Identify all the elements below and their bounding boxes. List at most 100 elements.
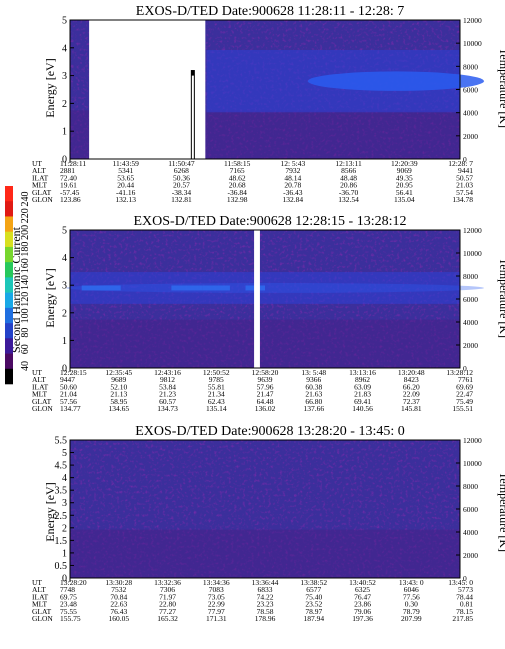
y2-tick-label: 12000 (463, 436, 482, 445)
orbit-value: 12:28:15 (60, 368, 87, 377)
orbit-value: 8423 (404, 375, 419, 384)
orbit-value: 9069 (397, 166, 412, 175)
orbit-row-label: MLT (32, 181, 48, 190)
orbit-value: 207.99 (401, 614, 422, 623)
orbit-value: 76.47 (354, 592, 371, 601)
orbit-value: 20.95 (396, 181, 413, 190)
orbit-value: 7748 (60, 585, 75, 594)
y-tick-label: 5 (62, 16, 67, 27)
spectrogram-panel-1: EXOS-D/TED Date:900628 11:28:11 - 12:28:… (32, 4, 505, 204)
orbit-value: 52.10 (110, 382, 127, 391)
colorbar-block (5, 246, 13, 263)
y-axis-label: Energy [eV] (43, 58, 57, 117)
y-tick-label: 1 (62, 548, 67, 559)
orbit-value: 22.47 (456, 390, 473, 399)
colorbar-tick-label: 40 (20, 361, 31, 371)
orbit-value: 6046 (404, 585, 419, 594)
orbit-value: 76.43 (110, 607, 127, 616)
y-tick-labels: 0 1 2 3 4 5 (62, 226, 74, 375)
orbit-row-label: ILAT (32, 173, 49, 182)
orbit-value: 21.47 (257, 390, 274, 399)
orbit-value: 20.68 (229, 181, 246, 190)
y2-tick-label: 8000 (463, 482, 478, 491)
orbit-value: 21.63 (305, 390, 322, 399)
y-tick-label: 2 (62, 308, 67, 319)
y-tick-label: 2 (62, 523, 67, 534)
orbit-value: 8962 (355, 375, 370, 384)
orbit-value: 74.22 (257, 592, 274, 601)
orbit-value: 73.05 (208, 592, 225, 601)
orbit-value: 22.80 (159, 600, 176, 609)
colorbar: Second Harmonic Current 4060801001201401… (5, 186, 31, 385)
orbit-value: 12:20:39 (391, 159, 418, 168)
orbit-value: 137.66 (303, 404, 324, 413)
orbit-value: 155.75 (60, 614, 81, 623)
data-gap (254, 230, 260, 368)
orbit-value: 155.51 (452, 404, 473, 413)
y2-tick-label: 8000 (463, 62, 478, 71)
orbit-value: 56.41 (396, 188, 413, 197)
orbit-value: 13:28:12 (446, 368, 473, 377)
orbit-table: UTALTILATMLTGLATGLON13:28:20774869.7523.… (32, 578, 473, 623)
colorbar-tick-label: 220 (20, 208, 31, 223)
orbit-value: 23.86 (354, 600, 371, 609)
colorbar-block (5, 292, 13, 309)
colorbar-tick-label: 100 (20, 308, 31, 323)
orbit-value: 49.35 (396, 173, 413, 182)
orbit-value: 135.04 (394, 195, 415, 204)
orbit-value: 13:28:20 (60, 578, 87, 587)
orbit-value: 23.52 (305, 600, 322, 609)
y2-tick-label: 0 (463, 155, 467, 164)
orbit-value: 78.58 (257, 607, 274, 616)
y2-tick-label: 12000 (463, 16, 482, 25)
data-gap (89, 20, 206, 159)
orbit-value: 13:32:36 (154, 578, 181, 587)
y-tick-label: 0 (62, 155, 67, 166)
orbit-value: 57.56 (60, 397, 77, 406)
orbit-value: 9441 (458, 166, 473, 175)
orbit-value: 60.57 (159, 397, 176, 406)
orbit-row-label: UT (32, 578, 42, 587)
orbit-value: 13:34:36 (203, 578, 230, 587)
orbit-value: 63.09 (354, 382, 371, 391)
orbit-value: 7165 (230, 166, 245, 175)
y-tick-label: 4 (62, 253, 67, 264)
y-tick-label: 3 (62, 498, 67, 509)
colorbar-block (5, 216, 13, 232)
heatmap-band-patch (81, 285, 121, 291)
orbit-value: 160.05 (108, 614, 129, 623)
orbit-value: 69.75 (60, 592, 77, 601)
heatmap-band-patch (171, 285, 203, 291)
orbit-value: 70.84 (110, 592, 127, 601)
orbit-row-label: GLON (32, 195, 53, 204)
orbit-value: 11:43:59 (113, 159, 140, 168)
orbit-value: 13:20:48 (398, 368, 425, 377)
y-tick-label: 0.5 (55, 561, 68, 572)
y-tick-label: 3.5 (55, 486, 68, 497)
orbit-value: 187.94 (303, 614, 324, 623)
y2-axis-label: Temperature [K] (497, 258, 505, 338)
y-axis-label: Energy [eV] (43, 268, 57, 327)
orbit-value: -36.84 (227, 188, 247, 197)
orbit-value: 8566 (341, 166, 356, 175)
orbit-value: 12: 5:43 (280, 159, 305, 168)
orbit-value: 13:13:16 (349, 368, 376, 377)
orbit-row-label: ALT (32, 375, 46, 384)
orbit-value: 66.20 (403, 382, 420, 391)
y2-axis-label: Temperature [K] (497, 472, 505, 552)
colorbar-tick-label: 60 (20, 344, 31, 354)
orbit-value: 48.14 (284, 173, 301, 182)
y-tick-label: 4 (62, 473, 67, 484)
y-tick-label: 5 (62, 226, 67, 237)
orbit-value: 5341 (118, 166, 133, 175)
colorbar-block (5, 262, 13, 278)
orbit-value: 50.36 (173, 173, 190, 182)
orbit-value: 78.79 (403, 607, 420, 616)
y-tick-label: 2.5 (55, 511, 68, 522)
colorbar-block (5, 277, 13, 293)
orbit-value: 21.03 (456, 181, 473, 190)
orbit-value: 12:43:16 (154, 368, 181, 377)
orbit-value: 13:36:44 (252, 578, 279, 587)
